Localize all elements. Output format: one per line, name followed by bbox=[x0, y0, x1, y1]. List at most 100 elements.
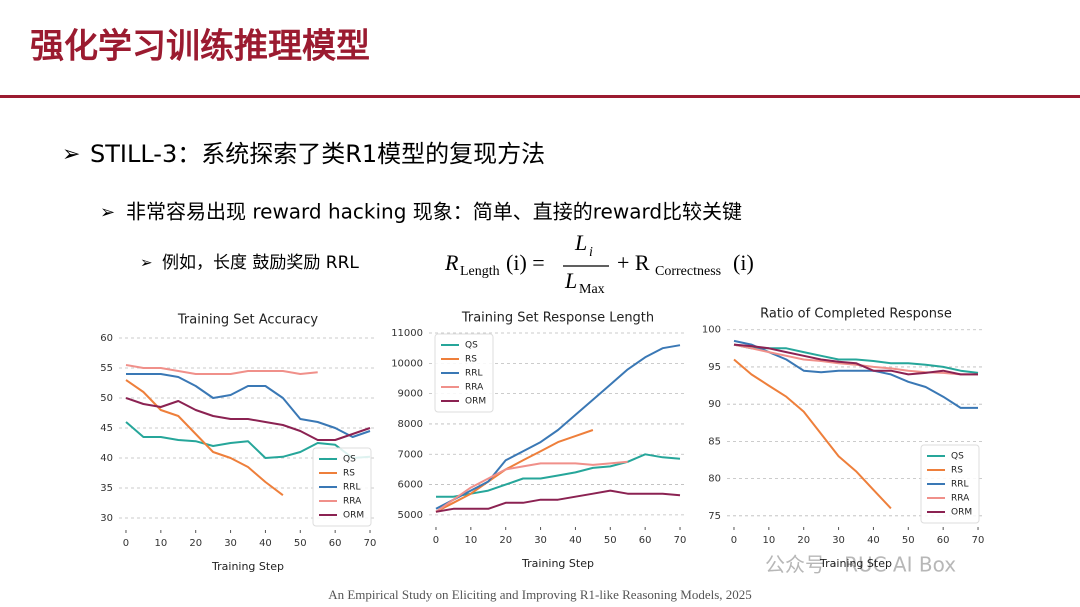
y-tick-label: 85 bbox=[708, 436, 721, 447]
legend-box bbox=[434, 333, 494, 413]
series-line bbox=[436, 453, 681, 498]
formula-part: (i) = bbox=[506, 250, 545, 275]
x-tick-label: 70 bbox=[972, 535, 985, 546]
x-tick-label: 30 bbox=[832, 535, 845, 546]
x-tick-label: 20 bbox=[189, 538, 202, 549]
legend-label: RRL bbox=[951, 480, 969, 490]
x-tick-label: 20 bbox=[797, 535, 810, 546]
chart: Training Set Response Length Training Ste… bbox=[391, 311, 687, 570]
series-line bbox=[733, 358, 892, 510]
x-tick-label: 30 bbox=[534, 535, 547, 546]
legend-box bbox=[920, 444, 980, 524]
formula-part: i bbox=[589, 245, 593, 260]
chart: Training Set Accuracy Training Step 30 35 40… bbox=[100, 313, 377, 573]
x-tick-label: 60 bbox=[639, 535, 652, 546]
series-line bbox=[125, 397, 371, 441]
legend-label: RRL bbox=[465, 369, 483, 379]
y-tick-label: 5000 bbox=[398, 510, 423, 521]
legend-label: QS bbox=[465, 341, 478, 351]
bullet: STILL-3：系统探索了类R1模型的复现方法 bbox=[90, 140, 545, 168]
formula-part: Max bbox=[579, 282, 605, 297]
x-tick-label: 40 bbox=[867, 535, 880, 546]
legend-label: RRA bbox=[951, 494, 970, 504]
legend-box bbox=[312, 447, 372, 527]
legend-label: RS bbox=[465, 355, 477, 365]
series-line bbox=[435, 344, 681, 510]
y-tick-label: 100 bbox=[702, 325, 721, 336]
x-tick-label: 0 bbox=[433, 535, 439, 546]
legend-label: ORM bbox=[465, 397, 486, 407]
x-tick-label: 10 bbox=[762, 535, 775, 546]
y-tick-label: 10000 bbox=[391, 358, 423, 369]
series-line bbox=[435, 429, 594, 513]
formula-part: + R bbox=[617, 250, 650, 275]
series-line bbox=[733, 343, 978, 376]
x-tick-label: 10 bbox=[154, 538, 167, 549]
y-tick-label: 8000 bbox=[398, 419, 423, 430]
formula-part: L bbox=[574, 230, 587, 255]
series-line bbox=[733, 343, 979, 374]
y-tick-label: 7000 bbox=[398, 449, 423, 460]
x-axis-label: Training Step bbox=[521, 557, 594, 570]
x-tick-label: 30 bbox=[224, 538, 237, 549]
x-tick-label: 70 bbox=[364, 538, 377, 549]
legend-label: RRL bbox=[343, 483, 361, 493]
legend-label: QS bbox=[343, 455, 356, 465]
charts: Training Set Accuracy Training Step 30 35 40… bbox=[100, 307, 985, 573]
legend-label: QS bbox=[951, 452, 964, 462]
x-tick-label: 10 bbox=[464, 535, 477, 546]
x-tick-label: 40 bbox=[569, 535, 582, 546]
bullet: 非常容易出现 reward hacking 现象：简单、直接的reward比较关… bbox=[126, 200, 742, 224]
x-tick-label: 70 bbox=[674, 535, 687, 546]
formula-part: Correctness bbox=[655, 264, 721, 279]
x-tick-label: 60 bbox=[937, 535, 950, 546]
formula-part: (i) bbox=[733, 250, 754, 275]
arrow: ➢ bbox=[100, 202, 115, 223]
series-line bbox=[125, 379, 284, 496]
chart-title: Ratio of Completed Response bbox=[760, 307, 952, 322]
legend-label: RS bbox=[951, 466, 963, 476]
x-tick-label: 0 bbox=[731, 535, 737, 546]
x-tick-label: 0 bbox=[123, 538, 129, 549]
y-tick-label: 50 bbox=[100, 393, 113, 404]
series-line bbox=[125, 364, 318, 375]
formula-part: R bbox=[444, 250, 459, 275]
legend-label: ORM bbox=[343, 511, 364, 521]
y-tick-label: 35 bbox=[100, 483, 113, 494]
y-tick-label: 30 bbox=[100, 513, 113, 524]
slide-title: 强化学习训练推理模型 bbox=[30, 27, 370, 67]
arrow: ➢ bbox=[62, 142, 80, 167]
y-tick-label: 11000 bbox=[391, 328, 423, 339]
x-tick-label: 40 bbox=[259, 538, 272, 549]
formula-part: Length bbox=[460, 264, 500, 279]
bullet: 例如，长度 鼓励奖励 RRL bbox=[162, 253, 359, 273]
y-tick-label: 40 bbox=[100, 453, 113, 464]
x-tick-label: 50 bbox=[604, 535, 617, 546]
series-line bbox=[126, 373, 371, 438]
chart: Ratio of Completed Response Training Step… bbox=[702, 307, 985, 570]
x-axis-label: Training Step bbox=[211, 560, 284, 573]
x-tick-label: 60 bbox=[329, 538, 342, 549]
x-tick-label: 50 bbox=[294, 538, 307, 549]
title-rule bbox=[0, 95, 1080, 98]
legend-label: RS bbox=[343, 469, 355, 479]
watermark: 公众号 · RUC AI Box bbox=[765, 553, 956, 577]
formula: R Length (i) = L i L Max + R Correctness… bbox=[444, 230, 754, 297]
y-tick-label: 60 bbox=[100, 333, 113, 344]
y-tick-label: 6000 bbox=[398, 480, 423, 491]
series-line bbox=[733, 343, 978, 376]
series-line bbox=[125, 421, 371, 459]
footer: An Empirical Study on Eliciting and Impr… bbox=[328, 587, 752, 602]
y-tick-label: 55 bbox=[100, 363, 113, 374]
formula-part: L bbox=[564, 268, 577, 293]
legend-label: RRA bbox=[465, 383, 484, 393]
y-tick-label: 45 bbox=[100, 423, 113, 434]
legend-label: RRA bbox=[343, 497, 362, 507]
series-line bbox=[435, 460, 628, 513]
x-tick-label: 20 bbox=[499, 535, 512, 546]
y-tick-label: 95 bbox=[708, 362, 721, 373]
y-tick-label: 90 bbox=[708, 399, 721, 410]
series-line bbox=[435, 489, 681, 513]
x-tick-label: 50 bbox=[902, 535, 915, 546]
